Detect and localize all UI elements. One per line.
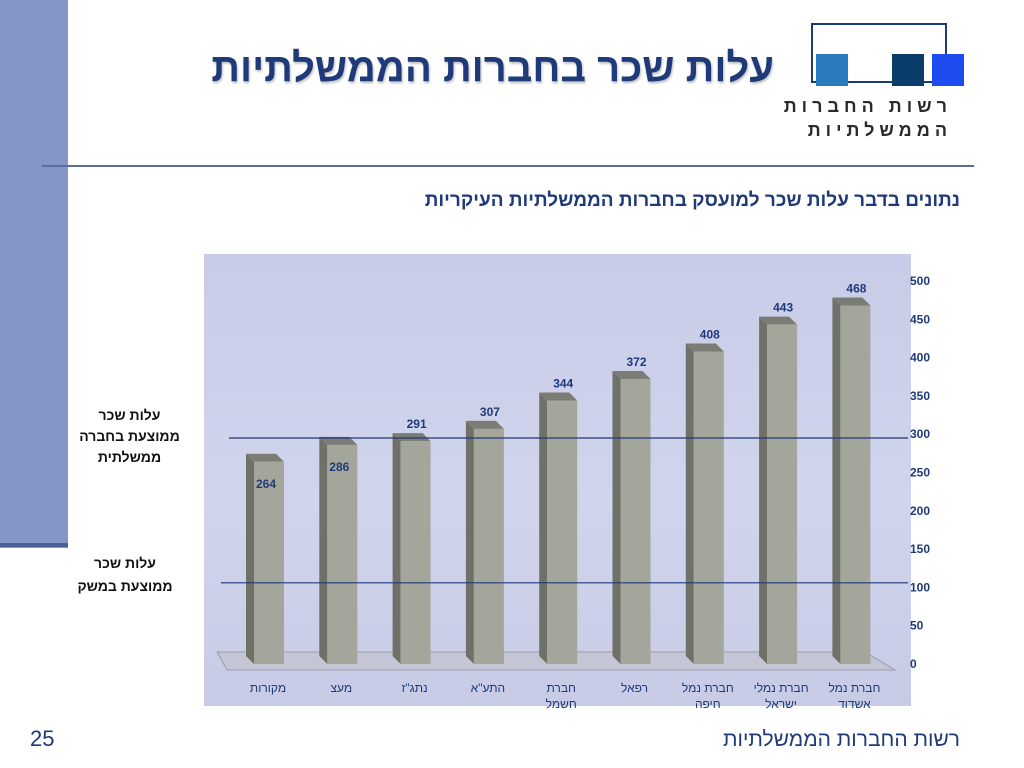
data-label: 443 xyxy=(773,301,793,315)
label-line: ממוצעת במשק xyxy=(77,578,173,594)
bar-side xyxy=(759,316,768,664)
label-line: עלות שכר xyxy=(94,555,156,571)
economy-average-label: עלות שכר ממוצעת במשק xyxy=(60,552,190,598)
left-accent-bar xyxy=(0,0,68,548)
bar-top xyxy=(392,433,431,442)
bar-top xyxy=(685,343,724,352)
bar xyxy=(254,461,284,664)
bar xyxy=(620,379,651,664)
data-label: 286 xyxy=(329,460,349,474)
bar-side xyxy=(539,392,548,664)
logo-text: הממשלתיות xyxy=(807,120,952,140)
logo: רשות החברות הממשלתיות xyxy=(784,16,974,146)
bar xyxy=(327,444,358,664)
label-line: ממשלתית xyxy=(97,449,162,465)
data-label: 468 xyxy=(846,282,866,296)
x-tick-label: חברת xyxy=(546,681,575,695)
y-tick-label: 200 xyxy=(910,504,930,518)
company-average-label: עלות שכר ממוצעת בחברה ממשלתית xyxy=(72,405,187,468)
bar xyxy=(693,351,724,664)
slide-number: 25 xyxy=(30,726,55,751)
logo-square xyxy=(932,54,964,86)
y-tick-label: 250 xyxy=(910,466,930,480)
bar-top xyxy=(759,316,798,325)
data-label: 372 xyxy=(627,355,647,369)
logo-mark xyxy=(811,23,964,86)
bar-side xyxy=(612,371,621,664)
bar-top xyxy=(539,392,578,401)
label-line: ממוצעת בחברה xyxy=(79,428,180,444)
bar-top xyxy=(465,420,504,429)
x-tick-label: חברת נמלי xyxy=(754,681,809,695)
bar-side xyxy=(392,433,401,664)
x-tick-label: התע"א xyxy=(471,681,505,695)
y-tick-label: 100 xyxy=(910,580,930,594)
bar xyxy=(400,441,431,664)
slide-subtitle: נתונים בדבר עלות שכר למועסק בחברות הממשל… xyxy=(424,190,960,211)
logo-square xyxy=(892,54,924,86)
x-tick-label: נתג"ז xyxy=(402,681,428,695)
x-tick-label: חיפה xyxy=(695,697,721,711)
title-divider xyxy=(42,165,974,167)
slide-title: עלות שכר בחברות הממשלתיות xyxy=(211,46,774,90)
bar-top xyxy=(246,453,284,462)
x-tick-label: רפאל xyxy=(621,681,648,695)
y-tick-label: 150 xyxy=(910,542,930,556)
left-accent-divider xyxy=(0,543,68,547)
bar-top xyxy=(319,436,358,445)
x-tick-label: חברת נמל xyxy=(682,681,734,695)
bar-side xyxy=(465,420,474,664)
y-tick-label: 50 xyxy=(910,619,924,633)
bar xyxy=(840,305,871,664)
bar-side xyxy=(832,297,841,664)
bar-side xyxy=(319,436,328,664)
data-label: 408 xyxy=(700,327,720,341)
bar-side xyxy=(246,453,254,664)
bar xyxy=(767,324,798,664)
data-label: 344 xyxy=(553,376,573,390)
x-tick-label: חברת נמל xyxy=(828,681,880,695)
bar-side xyxy=(685,343,694,664)
bar xyxy=(547,400,578,664)
bar-top xyxy=(612,371,651,380)
logo-frame xyxy=(811,23,947,83)
footer-text: רשות החברות הממשלתיות xyxy=(723,728,960,751)
y-tick-label: 300 xyxy=(910,427,930,441)
y-tick-label: 350 xyxy=(910,389,930,403)
logo-square xyxy=(816,54,848,86)
bar-top xyxy=(832,297,871,306)
bar xyxy=(473,428,504,664)
label-line: עלות שכר xyxy=(98,407,161,423)
y-tick-label: 0 xyxy=(910,657,917,671)
y-tick-label: 450 xyxy=(910,312,930,326)
y-tick-label: 400 xyxy=(910,351,930,365)
data-label: 307 xyxy=(480,405,500,419)
x-tick-label: ישראל xyxy=(765,697,797,711)
y-tick-label: 500 xyxy=(910,274,930,288)
x-tick-label: אשדוד xyxy=(838,697,871,711)
data-label: 291 xyxy=(407,417,427,431)
x-tick-label: מקורות xyxy=(250,681,286,695)
x-tick-label: מעצ xyxy=(330,681,352,695)
x-tick-label: חשמל xyxy=(546,697,577,711)
logo-text: רשות החברות xyxy=(783,96,952,116)
data-label: 264 xyxy=(256,477,276,491)
